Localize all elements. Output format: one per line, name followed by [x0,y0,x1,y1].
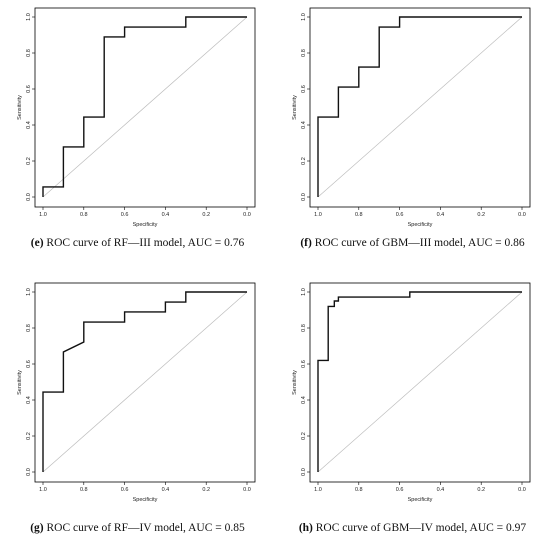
y-tick-label: 0.6 [26,85,32,93]
y-tick-label: 0.2 [26,157,32,165]
caption-e: (e) ROC curve of RF—III model, AUC = 0.7… [0,237,275,249]
reference-diagonal [317,291,523,473]
panel-h: 1.0 0.8 0.6 0.4 0.2 0.0 0.0 0.2 0.4 0.6 0.8 1.0 Spec… [275,275,550,550]
y-tick-label: 0.0 [301,468,307,476]
roc-curve [317,16,522,197]
y-tick-label: 0.4 [26,396,32,404]
x-tick-label: 0.8 [355,487,363,493]
reference-diagonal [317,16,523,198]
panel-e: 1.0 0.8 0.6 0.4 0.2 0.0 0.0 0.2 0.4 0.6 0.8 1.0 Spec… [0,0,275,275]
y-tick-label: 0.2 [301,157,307,165]
x-tick-label: 0.4 [162,487,170,493]
caption-h: (h) ROC curve of GBM—IV model, AUC = 0.9… [275,522,550,534]
y-tick-label: 0.8 [26,49,32,57]
y-tick-label: 0.8 [301,49,307,57]
x-axis-label: Specificity [133,222,158,228]
roc-curve [42,16,247,197]
y-tick-label: 1.0 [301,288,307,296]
y-tick-label: 0.0 [26,468,32,476]
x-tick-label: 0.8 [80,487,88,493]
y-axis-label: Sensitivity [17,95,23,120]
roc-chart-e: 1.0 0.8 0.6 0.4 0.2 0.0 0.0 0.2 0.4 0.6 0.8 1.0 Spec… [17,7,256,228]
y-axis-label: Sensitivity [292,370,298,395]
y-tick-label: 0.6 [26,360,32,368]
caption-f: (f) ROC curve of GBM—III model, AUC = 0.… [275,237,550,249]
roc-chart-h: 1.0 0.8 0.6 0.4 0.2 0.0 0.0 0.2 0.4 0.6 0.8 1.0 Spec… [292,282,531,503]
roc-chart-f: 1.0 0.8 0.6 0.4 0.2 0.0 0.0 0.2 0.4 0.6 0.8 1.0 Spec… [292,7,531,228]
x-tick-label: 0.2 [477,212,485,218]
y-axis-label: Sensitivity [292,95,298,120]
y-tick-label: 1.0 [26,288,32,296]
x-tick-label: 0.0 [518,212,526,218]
caption-g: (g) ROC curve of RF—IV model, AUC = 0.85 [0,522,275,534]
x-tick-label: 0.6 [121,212,129,218]
x-tick-label: 0.6 [396,212,404,218]
plot-frame [34,282,256,483]
roc-curve [42,291,247,472]
x-tick-label: 0.4 [437,487,445,493]
y-tick-label: 1.0 [26,13,32,21]
caption-text: ROC curve of GBM—III model, AUC = 0.86 [311,237,525,249]
plot-frame [309,7,531,208]
x-tick-label: 0.4 [437,212,445,218]
x-tick-label: 0.8 [80,212,88,218]
y-tick-label: 0.0 [301,193,307,201]
panel-f: 1.0 0.8 0.6 0.4 0.2 0.0 0.0 0.2 0.4 0.6 0.8 1.0 Spec… [275,0,550,275]
x-tick-label: 0.0 [243,487,251,493]
x-axis-label: Specificity [408,497,433,503]
caption-letter: (e) [30,237,44,249]
y-tick-label: 0.2 [301,432,307,440]
y-tick-label: 0.6 [301,85,307,93]
y-tick-label: 0.4 [301,121,307,129]
y-tick-label: 0.4 [26,121,32,129]
x-axis-label: Specificity [408,222,433,228]
caption-text: ROC curve of GBM—IV model, AUC = 0.97 [312,522,527,534]
reference-diagonal [42,16,248,198]
x-tick-label: 1.0 [314,212,322,218]
x-tick-label: 1.0 [39,212,47,218]
x-axis-label: Specificity [133,497,158,503]
y-tick-label: 0.0 [26,193,32,201]
x-tick-label: 0.6 [396,487,404,493]
caption-letter: (h) [298,522,313,534]
y-tick-label: 0.8 [301,324,307,332]
x-tick-label: 0.2 [477,487,485,493]
x-tick-label: 0.0 [243,212,251,218]
caption-text: ROC curve of RF—IV model, AUC = 0.85 [43,522,245,534]
y-tick-label: 1.0 [301,13,307,21]
panel-g: 1.0 0.8 0.6 0.4 0.2 0.0 0.0 0.2 0.4 0.6 0.8 1.0 Spec… [0,275,275,550]
caption-letter: (g) [30,522,44,534]
plot-frame [309,282,531,483]
x-tick-label: 0.0 [518,487,526,493]
x-tick-label: 0.8 [355,212,363,218]
x-tick-label: 0.4 [162,212,170,218]
caption-text: ROC curve of RF—III model, AUC = 0.76 [43,237,245,249]
x-tick-label: 0.6 [121,487,129,493]
x-tick-label: 0.2 [202,487,210,493]
caption-letter: (f) [300,237,312,249]
plot-frame [34,7,256,208]
roc-chart-g: 1.0 0.8 0.6 0.4 0.2 0.0 0.0 0.2 0.4 0.6 0.8 1.0 Spec… [17,282,256,503]
x-tick-label: 1.0 [314,487,322,493]
y-tick-label: 0.2 [26,432,32,440]
reference-diagonal [42,291,248,473]
y-tick-label: 0.6 [301,360,307,368]
y-tick-label: 0.8 [26,324,32,332]
y-axis-label: Sensitivity [17,370,23,395]
x-tick-label: 1.0 [39,487,47,493]
x-tick-label: 0.2 [202,212,210,218]
y-tick-label: 0.4 [301,396,307,404]
roc-curve [317,291,522,472]
